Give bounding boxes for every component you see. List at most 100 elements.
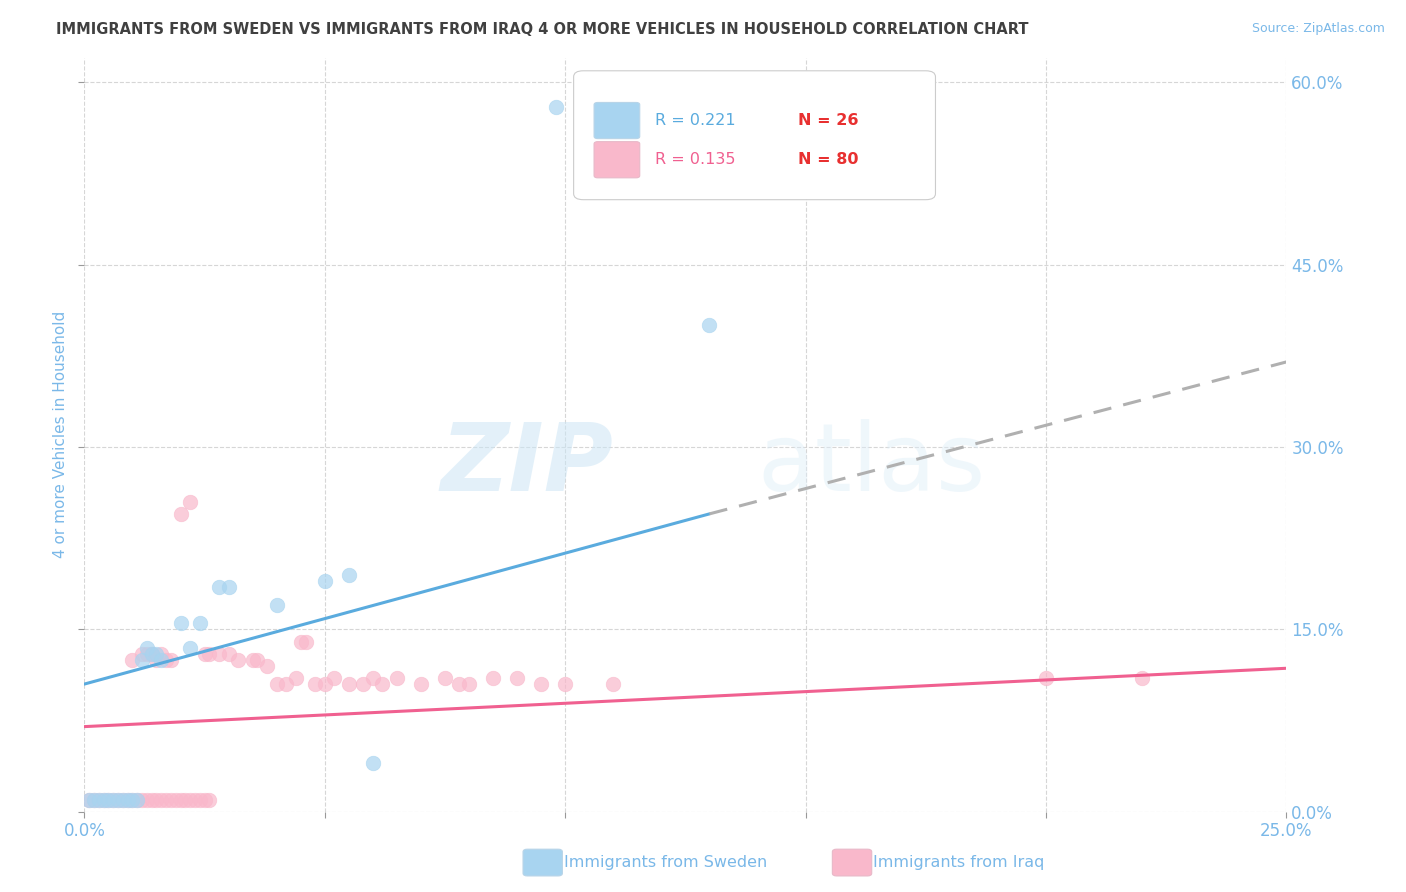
Point <box>145 653 167 667</box>
Point <box>208 647 231 661</box>
Point <box>145 792 167 806</box>
Point <box>135 640 157 655</box>
Point <box>194 792 217 806</box>
Point <box>127 792 149 806</box>
Point <box>188 616 211 631</box>
Point <box>602 677 624 691</box>
Point <box>179 792 201 806</box>
Point <box>155 792 177 806</box>
Point <box>246 653 269 667</box>
Point <box>304 677 326 691</box>
Point <box>117 792 139 806</box>
Point <box>699 318 721 333</box>
Point <box>554 677 576 691</box>
Point <box>141 792 163 806</box>
Point <box>266 598 288 612</box>
Point <box>294 634 316 648</box>
Point <box>141 647 163 661</box>
Point <box>179 640 201 655</box>
Point <box>111 792 134 806</box>
Point <box>135 647 157 661</box>
Point <box>226 653 249 667</box>
Point <box>77 792 100 806</box>
Point <box>87 792 110 806</box>
Point <box>482 671 505 685</box>
Point <box>506 671 529 685</box>
Point <box>361 756 384 770</box>
Point <box>127 792 149 806</box>
Point <box>337 567 360 582</box>
Point <box>544 100 567 114</box>
Point <box>121 653 143 667</box>
Point <box>458 677 481 691</box>
Point <box>256 658 278 673</box>
Point <box>361 671 384 685</box>
Text: Source: ZipAtlas.com: Source: ZipAtlas.com <box>1251 22 1385 36</box>
Point <box>160 653 183 667</box>
Point <box>434 671 457 685</box>
Point <box>208 580 231 594</box>
Point <box>117 792 139 806</box>
Point <box>371 677 394 691</box>
Point <box>160 792 183 806</box>
Point <box>141 647 163 661</box>
Point <box>337 677 360 691</box>
Point <box>409 677 432 691</box>
Text: R = 0.221: R = 0.221 <box>655 113 735 128</box>
Point <box>87 792 110 806</box>
Point <box>77 792 100 806</box>
FancyBboxPatch shape <box>595 103 640 138</box>
Point <box>107 792 129 806</box>
Point <box>218 580 240 594</box>
Point <box>290 634 312 648</box>
Point <box>179 494 201 508</box>
Text: Immigrants from Iraq: Immigrants from Iraq <box>873 855 1045 870</box>
Point <box>93 792 115 806</box>
Point <box>150 653 173 667</box>
Point <box>323 671 346 685</box>
Point <box>1130 671 1153 685</box>
Point <box>169 507 191 521</box>
Point <box>449 677 471 691</box>
Point <box>93 792 115 806</box>
Point <box>276 677 298 691</box>
Point <box>188 792 211 806</box>
Point <box>198 647 221 661</box>
Text: atlas: atlas <box>758 419 986 511</box>
FancyBboxPatch shape <box>574 70 935 200</box>
Point <box>103 792 125 806</box>
Text: N = 80: N = 80 <box>799 153 859 167</box>
Point <box>284 671 307 685</box>
Text: IMMIGRANTS FROM SWEDEN VS IMMIGRANTS FROM IRAQ 4 OR MORE VEHICLES IN HOUSEHOLD C: IMMIGRANTS FROM SWEDEN VS IMMIGRANTS FRO… <box>56 22 1029 37</box>
Point <box>111 792 134 806</box>
Point <box>131 653 153 667</box>
Point <box>121 792 143 806</box>
Point <box>121 792 143 806</box>
Point <box>174 792 197 806</box>
Point <box>155 653 177 667</box>
Text: Immigrants from Sweden: Immigrants from Sweden <box>564 855 768 870</box>
Point <box>352 677 374 691</box>
Point <box>314 574 336 588</box>
Text: N = 26: N = 26 <box>799 113 859 128</box>
Point <box>145 647 167 661</box>
Point <box>385 671 408 685</box>
Point <box>184 792 207 806</box>
FancyBboxPatch shape <box>595 142 640 178</box>
Point <box>131 647 153 661</box>
Point <box>242 653 264 667</box>
Point <box>194 647 217 661</box>
Point <box>150 647 173 661</box>
Point <box>165 792 187 806</box>
Y-axis label: 4 or more Vehicles in Household: 4 or more Vehicles in Household <box>52 311 67 558</box>
Text: R = 0.135: R = 0.135 <box>655 153 735 167</box>
Point <box>169 616 191 631</box>
Point <box>83 792 105 806</box>
Point <box>198 792 221 806</box>
Point <box>103 792 125 806</box>
Point <box>1035 671 1057 685</box>
Point <box>107 792 129 806</box>
Point <box>218 647 240 661</box>
Point <box>131 792 153 806</box>
Point <box>314 677 336 691</box>
